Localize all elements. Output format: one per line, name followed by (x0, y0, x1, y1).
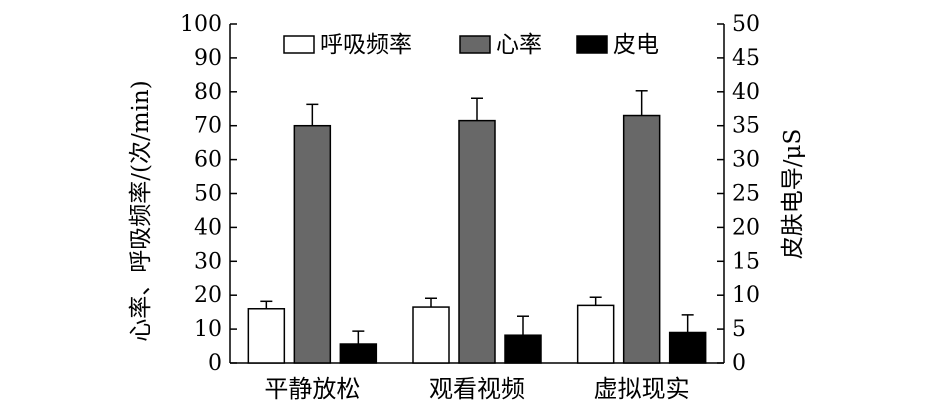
y-right-tick-label: 45 (732, 46, 760, 71)
bar (458, 119, 496, 364)
y-left-tick-label: 20 (194, 283, 222, 308)
y-left-tick-label: 80 (194, 80, 222, 105)
bar (247, 308, 286, 364)
legend-label: 心率 (496, 32, 542, 58)
bar (412, 306, 450, 364)
legend-swatch (576, 35, 608, 54)
y-right-tick-label: 10 (732, 283, 760, 308)
legend-label: 呼吸频率 (320, 32, 412, 58)
legend: 呼吸频率 心率 皮电 (283, 32, 659, 58)
x-category-label: 观看视频 (429, 375, 525, 403)
y-right-tick-label: 0 (732, 351, 746, 376)
y-axis-left-title: 心率、呼吸频率/(次/min) (128, 80, 154, 341)
bar (668, 331, 707, 364)
y-left-tick-label: 30 (194, 249, 222, 274)
x-category-label: 平静放松 (264, 375, 360, 403)
axes: 0 10 20 30 40 50 60 70 80 90 100 0 5 10 15 20 25 30 35 40 45… (180, 12, 760, 403)
legend-swatch (459, 35, 491, 54)
y-right-tick-label: 20 (732, 215, 760, 240)
y-left-tick-label: 40 (194, 215, 222, 240)
legend-swatch (283, 35, 315, 54)
legend-label: 皮电 (613, 32, 659, 58)
y-axis-right-title: 皮肤电导/μS (780, 129, 806, 259)
x-category-label: 虚拟现实 (594, 375, 690, 403)
y-left-tick-label: 50 (194, 182, 222, 207)
y-right-tick-label: 40 (732, 80, 760, 105)
bar (339, 343, 378, 364)
y-right-tick-label: 25 (732, 182, 760, 207)
y-right-tick-label: 5 (732, 317, 746, 342)
y-right-tick-label: 15 (732, 249, 760, 274)
bar (622, 114, 661, 364)
y-left-tick-label: 10 (194, 317, 222, 342)
y-right-tick-label: 30 (732, 148, 760, 173)
y-left-tick-label: 70 (194, 114, 222, 139)
bar (504, 334, 542, 364)
y-left-tick-label: 0 (208, 351, 222, 376)
bar (293, 124, 332, 364)
y-left-tick-label: 100 (180, 12, 222, 37)
y-right-tick-label: 50 (732, 12, 760, 37)
bar (576, 304, 615, 364)
y-left-tick-label: 60 (194, 148, 222, 173)
y-left-tick-label: 90 (194, 46, 222, 71)
bars (247, 90, 707, 364)
y-right-tick-label: 35 (732, 114, 760, 139)
